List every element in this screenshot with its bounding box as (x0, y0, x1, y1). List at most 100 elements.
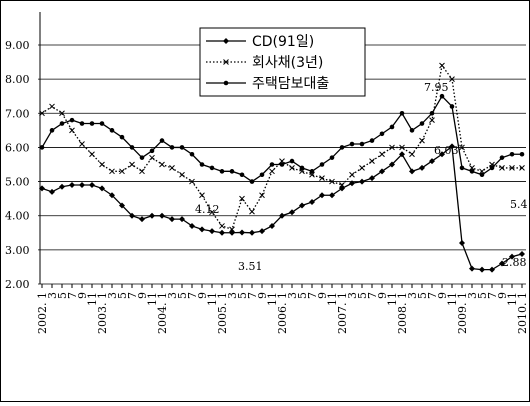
x-tick-label: 5 (416, 292, 429, 299)
marker (329, 192, 335, 199)
marker (389, 144, 395, 151)
marker (239, 172, 245, 178)
marker (129, 145, 135, 150)
x-tick-label: 9 (136, 292, 149, 299)
x-tick-label: 2002. 1 (36, 292, 49, 334)
x-tick-label: 11 (326, 292, 339, 306)
marker (239, 195, 245, 202)
marker (469, 265, 475, 272)
marker (399, 144, 405, 151)
marker (359, 165, 365, 171)
marker (449, 76, 455, 82)
marker (229, 229, 235, 236)
x-tick-label: 11 (506, 292, 519, 306)
x-tick-label: 3 (466, 292, 479, 299)
marker (369, 158, 375, 164)
marker (399, 110, 405, 116)
x-tick-label: 3 (166, 292, 179, 299)
marker (469, 165, 475, 171)
x-tick-label: 9 (76, 292, 89, 299)
marker (259, 192, 265, 199)
marker (89, 121, 95, 126)
marker (389, 124, 395, 130)
marker (439, 62, 445, 69)
marker (399, 151, 405, 158)
marker (409, 151, 415, 158)
marker (349, 171, 355, 178)
marker (379, 151, 385, 158)
marker (69, 127, 75, 134)
marker (49, 188, 55, 195)
marker (309, 169, 315, 174)
marker (279, 212, 285, 219)
marker (199, 162, 205, 167)
marker (409, 168, 415, 175)
marker (269, 162, 275, 167)
marker (289, 209, 295, 216)
marker (309, 199, 315, 206)
marker (259, 172, 265, 178)
marker (379, 168, 385, 175)
marker (249, 229, 255, 236)
marker (49, 103, 55, 110)
legend-marker (223, 59, 229, 65)
x-tick-label: 7 (426, 292, 439, 299)
marker (189, 222, 195, 229)
x-tick-label: 2007. 1 (336, 292, 349, 334)
marker (189, 178, 195, 185)
y-tick-label: 3.00 (5, 244, 30, 257)
y-tick-label: 8.00 (5, 73, 30, 86)
marker (439, 151, 445, 158)
marker (329, 178, 335, 185)
marker (99, 161, 105, 168)
x-tick-label: 3 (346, 292, 359, 299)
marker (509, 165, 515, 171)
marker (39, 110, 45, 117)
x-tick-label: 3 (406, 292, 419, 299)
marker (289, 165, 295, 171)
legend: CD(91일) 회사채(3년) 주택담보대출 (199, 27, 366, 97)
marker (249, 179, 255, 184)
marker (239, 229, 245, 236)
x-tick-label: 5 (116, 292, 129, 299)
marker (119, 168, 125, 175)
marker (439, 93, 445, 99)
marker (159, 138, 165, 143)
marker (499, 260, 505, 267)
marker (169, 145, 175, 150)
marker (319, 175, 325, 182)
x-tick-label: 5 (56, 292, 69, 299)
marker (99, 121, 105, 126)
marker (39, 185, 45, 192)
marker (299, 165, 305, 171)
x-tick-label: 5 (356, 292, 369, 299)
x-tick-label: 11 (386, 292, 399, 306)
annotation: 6.03 (434, 144, 459, 157)
marker (219, 229, 225, 236)
y-tick-label: 5.00 (5, 176, 30, 189)
marker (229, 169, 235, 174)
marker (369, 138, 375, 143)
marker (149, 154, 155, 161)
marker (69, 117, 75, 123)
annotation: 2.88 (502, 256, 527, 269)
marker (49, 128, 55, 133)
marker (149, 212, 155, 219)
x-tick-label: 5 (236, 292, 249, 299)
x-tick-label: 9 (376, 292, 389, 299)
marker (39, 145, 45, 150)
marker (459, 144, 465, 151)
marker (459, 240, 465, 247)
marker (199, 192, 205, 199)
marker (219, 169, 225, 174)
x-tick-label: 7 (366, 292, 379, 299)
marker (419, 121, 425, 126)
marker (339, 182, 345, 188)
marker (69, 181, 75, 188)
marker (169, 216, 175, 223)
marker (299, 202, 305, 209)
x-tick-label: 5 (476, 292, 489, 299)
marker (409, 128, 415, 133)
marker (139, 155, 145, 160)
